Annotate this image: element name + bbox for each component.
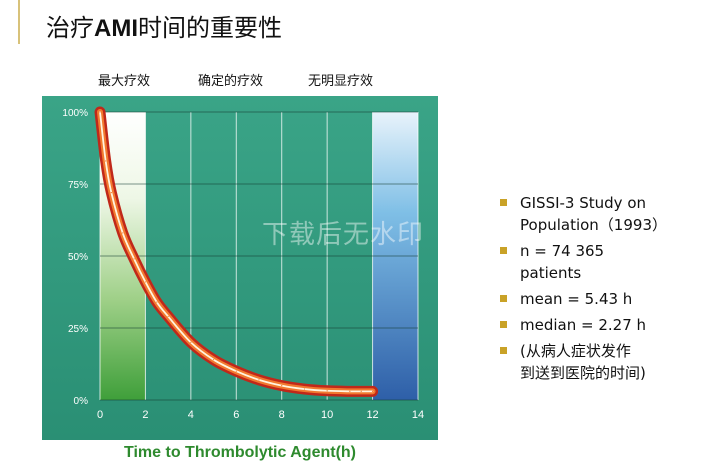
title-bold: AMI <box>94 15 138 42</box>
study-info-list: GISSI-3 Study on Population（1993） n = 74… <box>498 192 698 388</box>
band-label-none: 无明显疗效 <box>308 74 374 89</box>
list-item-text: n = 74 365 patients <box>520 242 605 282</box>
data-point <box>349 390 351 392</box>
data-point <box>105 160 107 162</box>
x-tick-label: 12 <box>366 409 378 421</box>
data-point <box>133 258 135 260</box>
data-point <box>122 232 124 234</box>
data-point <box>258 379 260 381</box>
data-point <box>371 390 374 392</box>
x-tick-label: 2 <box>142 409 148 421</box>
y-tick-label: 25% <box>68 324 88 335</box>
list-item: (从病人症状发作 到送到医院的时间) <box>498 340 698 384</box>
list-item-text: GISSI-3 Study on Population（1993） <box>520 194 667 234</box>
y-tick-label: 100% <box>62 108 88 119</box>
band-label-max: 最大疗效 <box>98 74 151 89</box>
title-accent-bar <box>18 0 20 44</box>
page-title: 治疗AMI时间的重要性 <box>46 8 282 43</box>
data-point <box>360 390 362 392</box>
data-point <box>281 385 283 387</box>
data-point <box>167 315 169 318</box>
band-label-definite: 确定的疗效 <box>198 74 264 89</box>
x-tick-label: 6 <box>233 409 239 421</box>
x-tick-label: 0 <box>97 409 103 421</box>
list-item: GISSI-3 Study on Population（1993） <box>498 192 698 236</box>
list-item-text: mean = 5.43 h <box>520 290 633 308</box>
x-tick-label: 10 <box>321 409 333 421</box>
x-tick-label: 4 <box>188 409 194 421</box>
data-point <box>190 341 192 343</box>
chart: 0% 25% 50% 75% 100% 0 2 4 6 8 10 12 14 <box>42 96 438 440</box>
data-point <box>212 359 215 361</box>
square-bullet-icon <box>500 199 507 206</box>
list-item: mean = 5.43 h <box>498 288 698 310</box>
data-point <box>326 390 328 392</box>
title-suffix: 时间的重要性 <box>138 14 282 42</box>
data-point <box>99 111 101 113</box>
data-point <box>144 281 147 283</box>
data-point <box>235 370 237 372</box>
square-bullet-icon <box>500 347 507 354</box>
data-point <box>156 301 158 303</box>
data-point <box>303 388 306 390</box>
list-item-text: (从病人症状发作 到送到医院的时间) <box>520 342 646 382</box>
square-bullet-icon <box>500 247 507 254</box>
square-bullet-icon <box>500 295 507 302</box>
list-item: n = 74 365 patients <box>498 240 698 284</box>
x-tick-label: 14 <box>412 409 424 421</box>
curve-highlight <box>99 111 374 393</box>
watermark: 下载后无水印 <box>262 220 425 250</box>
x-tick-label: 8 <box>279 409 285 421</box>
y-tick-label: 0% <box>74 396 89 407</box>
data-point <box>110 192 112 194</box>
list-item: median = 2.27 h <box>498 314 698 336</box>
y-tick-label: 50% <box>68 252 88 263</box>
list-item-text: median = 2.27 h <box>520 316 647 334</box>
square-bullet-icon <box>500 321 507 328</box>
x-axis-label: Time to Thrombolytic Agent(h) <box>124 444 356 461</box>
y-tick-label: 75% <box>68 180 88 191</box>
title-prefix: 治疗 <box>46 14 94 42</box>
